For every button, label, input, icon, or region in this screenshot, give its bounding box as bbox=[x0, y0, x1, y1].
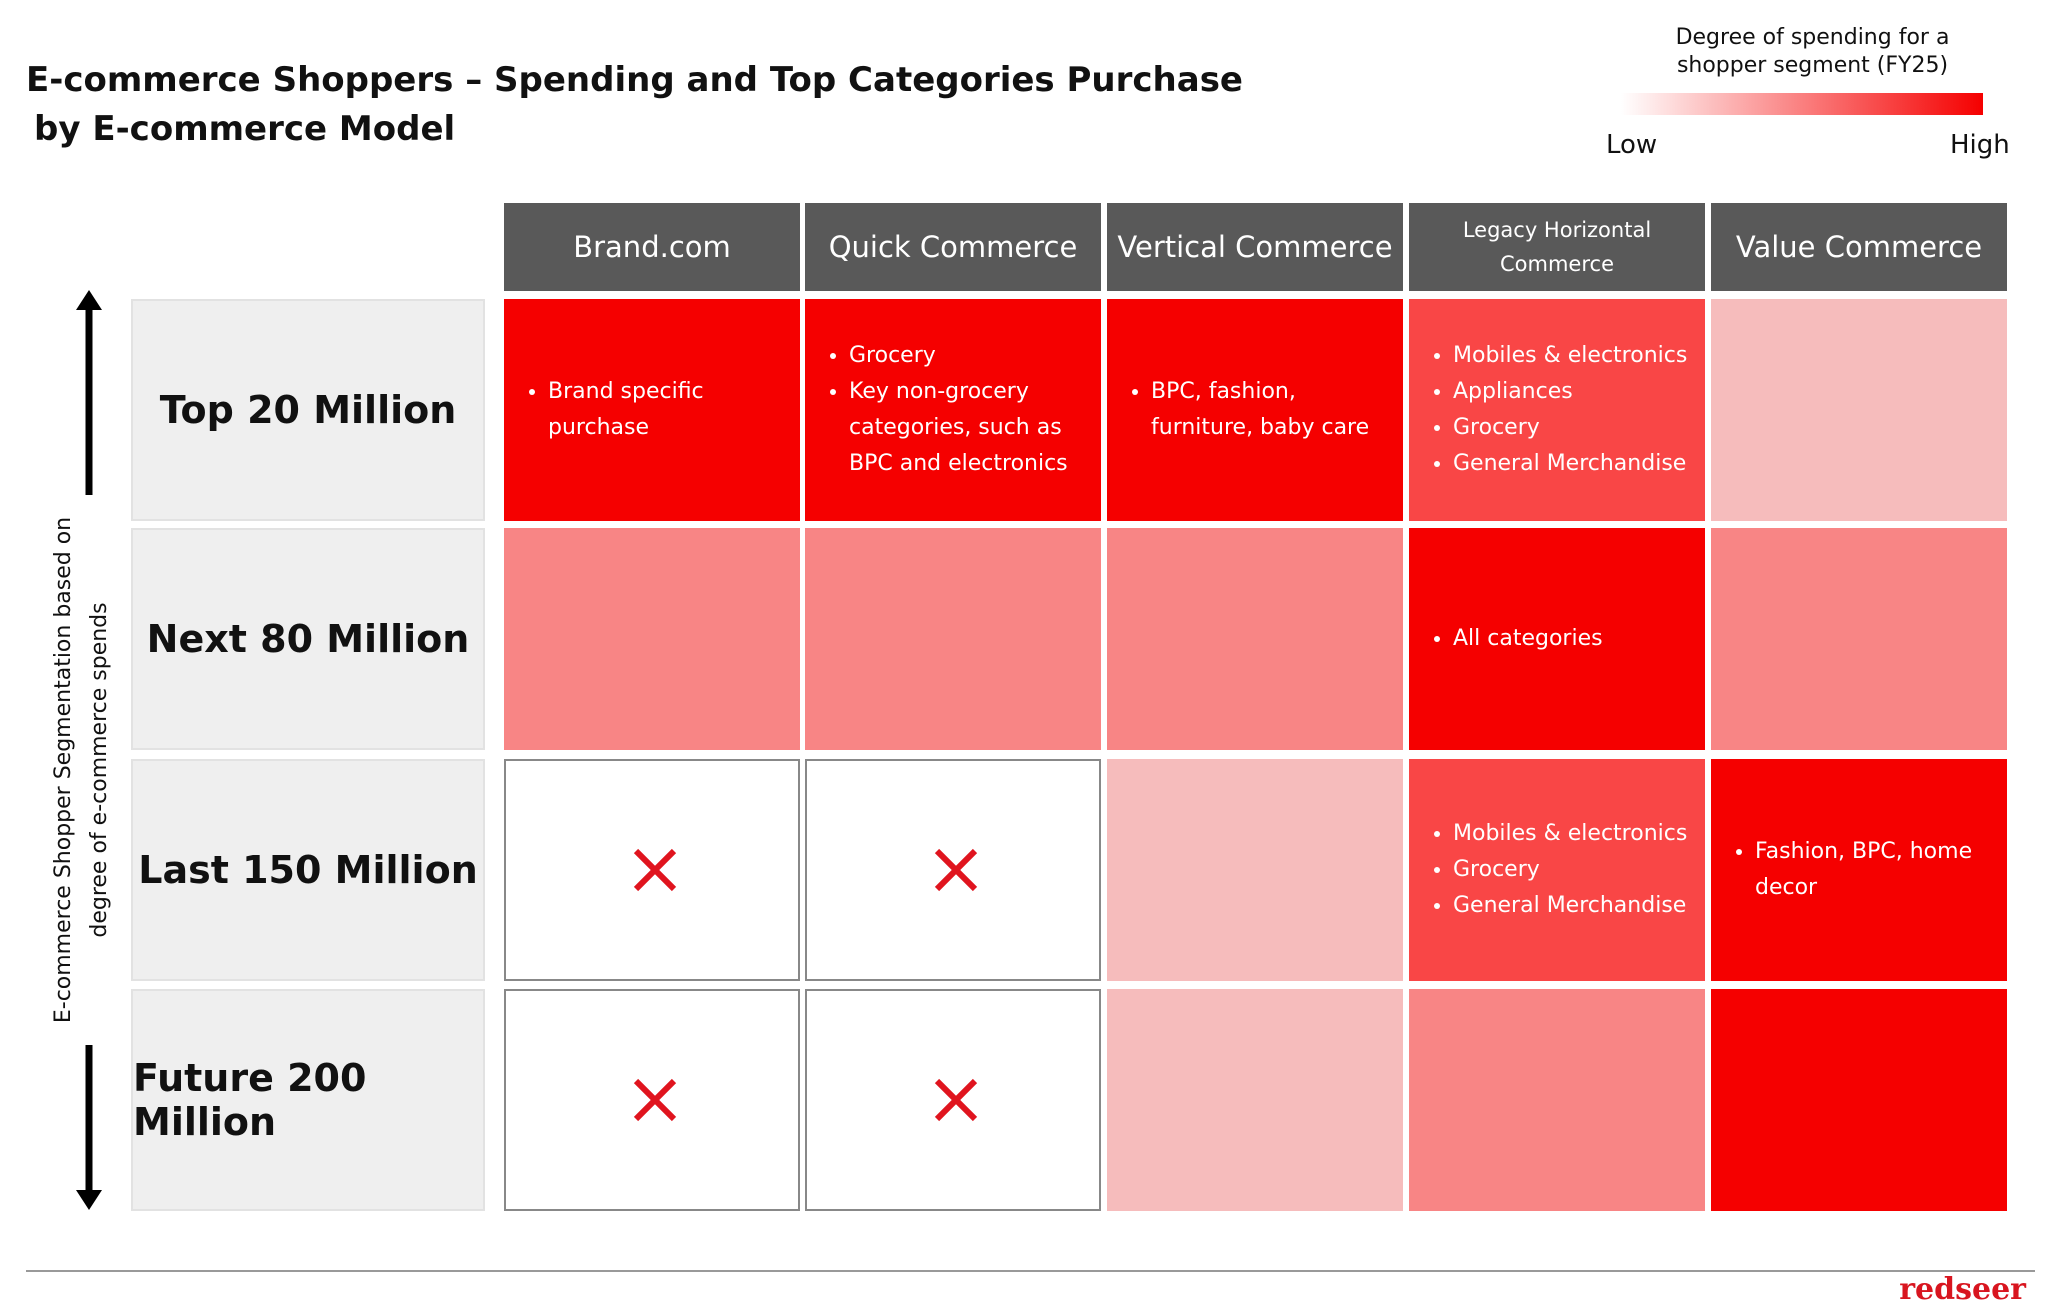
axis-label: E-commerce Shopper Segmentation based on… bbox=[51, 516, 112, 1024]
bullet-list: Brand specific purchase bbox=[522, 374, 788, 446]
bullet: General Merchandise bbox=[1453, 888, 1687, 924]
data-cell bbox=[805, 759, 1101, 981]
legend-title: Degree of spending for a shopper segment… bbox=[1675, 25, 1950, 78]
data-cell bbox=[1711, 299, 2007, 521]
bullet: All categories bbox=[1453, 621, 1603, 657]
bullet-list: Fashion, BPC, home decor bbox=[1729, 834, 1995, 906]
title: E-commerce Shoppers – Spending and Top C… bbox=[26, 56, 1243, 154]
data-cell bbox=[504, 528, 800, 750]
data-cell: All categories bbox=[1409, 528, 1705, 750]
cross-stroke bbox=[934, 1078, 978, 1122]
legend-low: Low bbox=[1606, 130, 1658, 160]
data-cell: Fashion, BPC, home decor bbox=[1711, 759, 2007, 981]
bullet: Appliances bbox=[1453, 374, 1687, 410]
bullet: Brand specific purchase bbox=[548, 374, 788, 446]
divider bbox=[26, 1270, 2035, 1272]
row-label: Top 20 Million bbox=[131, 299, 485, 521]
data-cell bbox=[805, 528, 1101, 750]
legend-gradient bbox=[1621, 93, 1983, 115]
title-line: E-commerce Shoppers – Spending and Top C… bbox=[26, 60, 1243, 100]
cross-stroke bbox=[934, 848, 978, 892]
column-header: Brand.com bbox=[504, 203, 800, 291]
bullet: Grocery bbox=[1453, 410, 1687, 446]
column-header: Quick Commerce bbox=[805, 203, 1101, 291]
cross-stroke bbox=[633, 1078, 677, 1122]
data-cell bbox=[1711, 989, 2007, 1211]
arrow-head bbox=[76, 1190, 102, 1210]
bullet: Mobiles & electronics bbox=[1453, 816, 1687, 852]
data-cell bbox=[1107, 759, 1403, 981]
bullet-list: Mobiles & electronicsAppliancesGroceryGe… bbox=[1427, 338, 1687, 482]
column-header: Legacy Horizontal Commerce bbox=[1409, 203, 1705, 291]
bullet: Mobiles & electronics bbox=[1453, 338, 1687, 374]
cross-icon bbox=[633, 1078, 677, 1122]
data-cell bbox=[1107, 989, 1403, 1211]
data-cell bbox=[1711, 528, 2007, 750]
data-cell: Brand specific purchase bbox=[504, 299, 800, 521]
legend-high: High bbox=[1950, 130, 2010, 160]
bullet-list: Mobiles & electronicsGroceryGeneral Merc… bbox=[1427, 816, 1687, 924]
column-header: Vertical Commerce bbox=[1107, 203, 1403, 291]
title-line: by E-commerce Model bbox=[34, 109, 456, 149]
data-cell bbox=[504, 759, 800, 981]
bullet: Fashion, BPC, home decor bbox=[1755, 834, 1995, 906]
bullet: General Merchandise bbox=[1453, 446, 1687, 482]
data-cell: Mobiles & electronicsAppliancesGroceryGe… bbox=[1409, 299, 1705, 521]
data-cell bbox=[504, 989, 800, 1211]
data-cell bbox=[1107, 528, 1403, 750]
cross-stroke bbox=[633, 848, 677, 892]
bullet: Grocery bbox=[1453, 852, 1687, 888]
cross-icon bbox=[934, 1078, 978, 1122]
bullet-list: GroceryKey non-grocery categories, such … bbox=[823, 338, 1089, 482]
column-header: Value Commerce bbox=[1711, 203, 2007, 291]
row-label: Next 80 Million bbox=[131, 528, 485, 750]
axis-arrows bbox=[76, 290, 102, 1210]
cross-icon bbox=[934, 848, 978, 892]
bullet-list: All categories bbox=[1427, 621, 1603, 657]
bullet-list: BPC, fashion, furniture, baby care bbox=[1125, 374, 1391, 446]
data-cell: GroceryKey non-grocery categories, such … bbox=[805, 299, 1101, 521]
bullet: Grocery bbox=[849, 338, 1089, 374]
arrow-head bbox=[76, 290, 102, 310]
data-cell bbox=[805, 989, 1101, 1211]
logo: redseer bbox=[1899, 1272, 2026, 1307]
row-label: Last 150 Million bbox=[131, 759, 485, 981]
bullet: BPC, fashion, furniture, baby care bbox=[1151, 374, 1391, 446]
data-cell bbox=[1409, 989, 1705, 1211]
bullet: Key non-grocery categories, such as BPC … bbox=[849, 374, 1089, 482]
data-cell: BPC, fashion, furniture, baby care bbox=[1107, 299, 1403, 521]
row-label: Future 200 Million bbox=[131, 989, 485, 1211]
cross-icon bbox=[633, 848, 677, 892]
data-cell: Mobiles & electronicsGroceryGeneral Merc… bbox=[1409, 759, 1705, 981]
